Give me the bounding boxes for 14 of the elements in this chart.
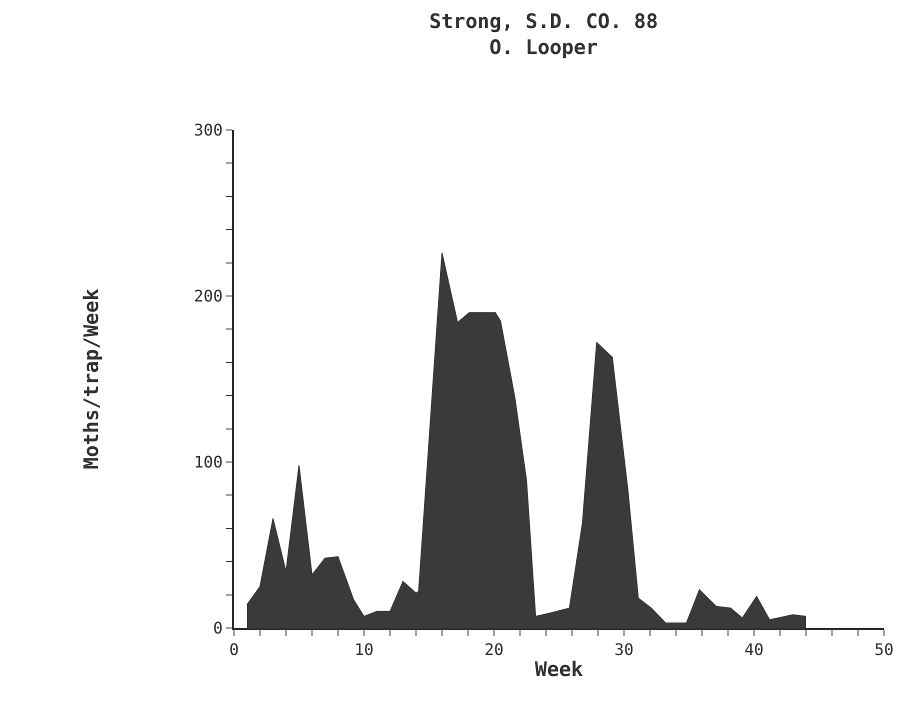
x-tick-label: 10 (354, 640, 374, 660)
x-tick-label: 20 (484, 640, 504, 660)
chart-subtitle: O. Looper (489, 35, 598, 60)
x-tick-label: 40 (744, 640, 764, 660)
y-axis-title: Moths/trap/Week (78, 288, 103, 470)
chart-title: Strong, S.D. CO. 88 (429, 9, 658, 34)
x-tick-label: 0 (229, 640, 239, 660)
y-tick-label: 100 (194, 452, 223, 472)
x-tick-label: 50 (874, 640, 894, 660)
y-tick-label: 0 (213, 618, 223, 638)
y-tick-label: 200 (194, 286, 223, 306)
x-tick-label: 30 (614, 640, 634, 660)
x-axis-title: Week (534, 657, 584, 682)
y-tick-label: 300 (194, 120, 223, 140)
